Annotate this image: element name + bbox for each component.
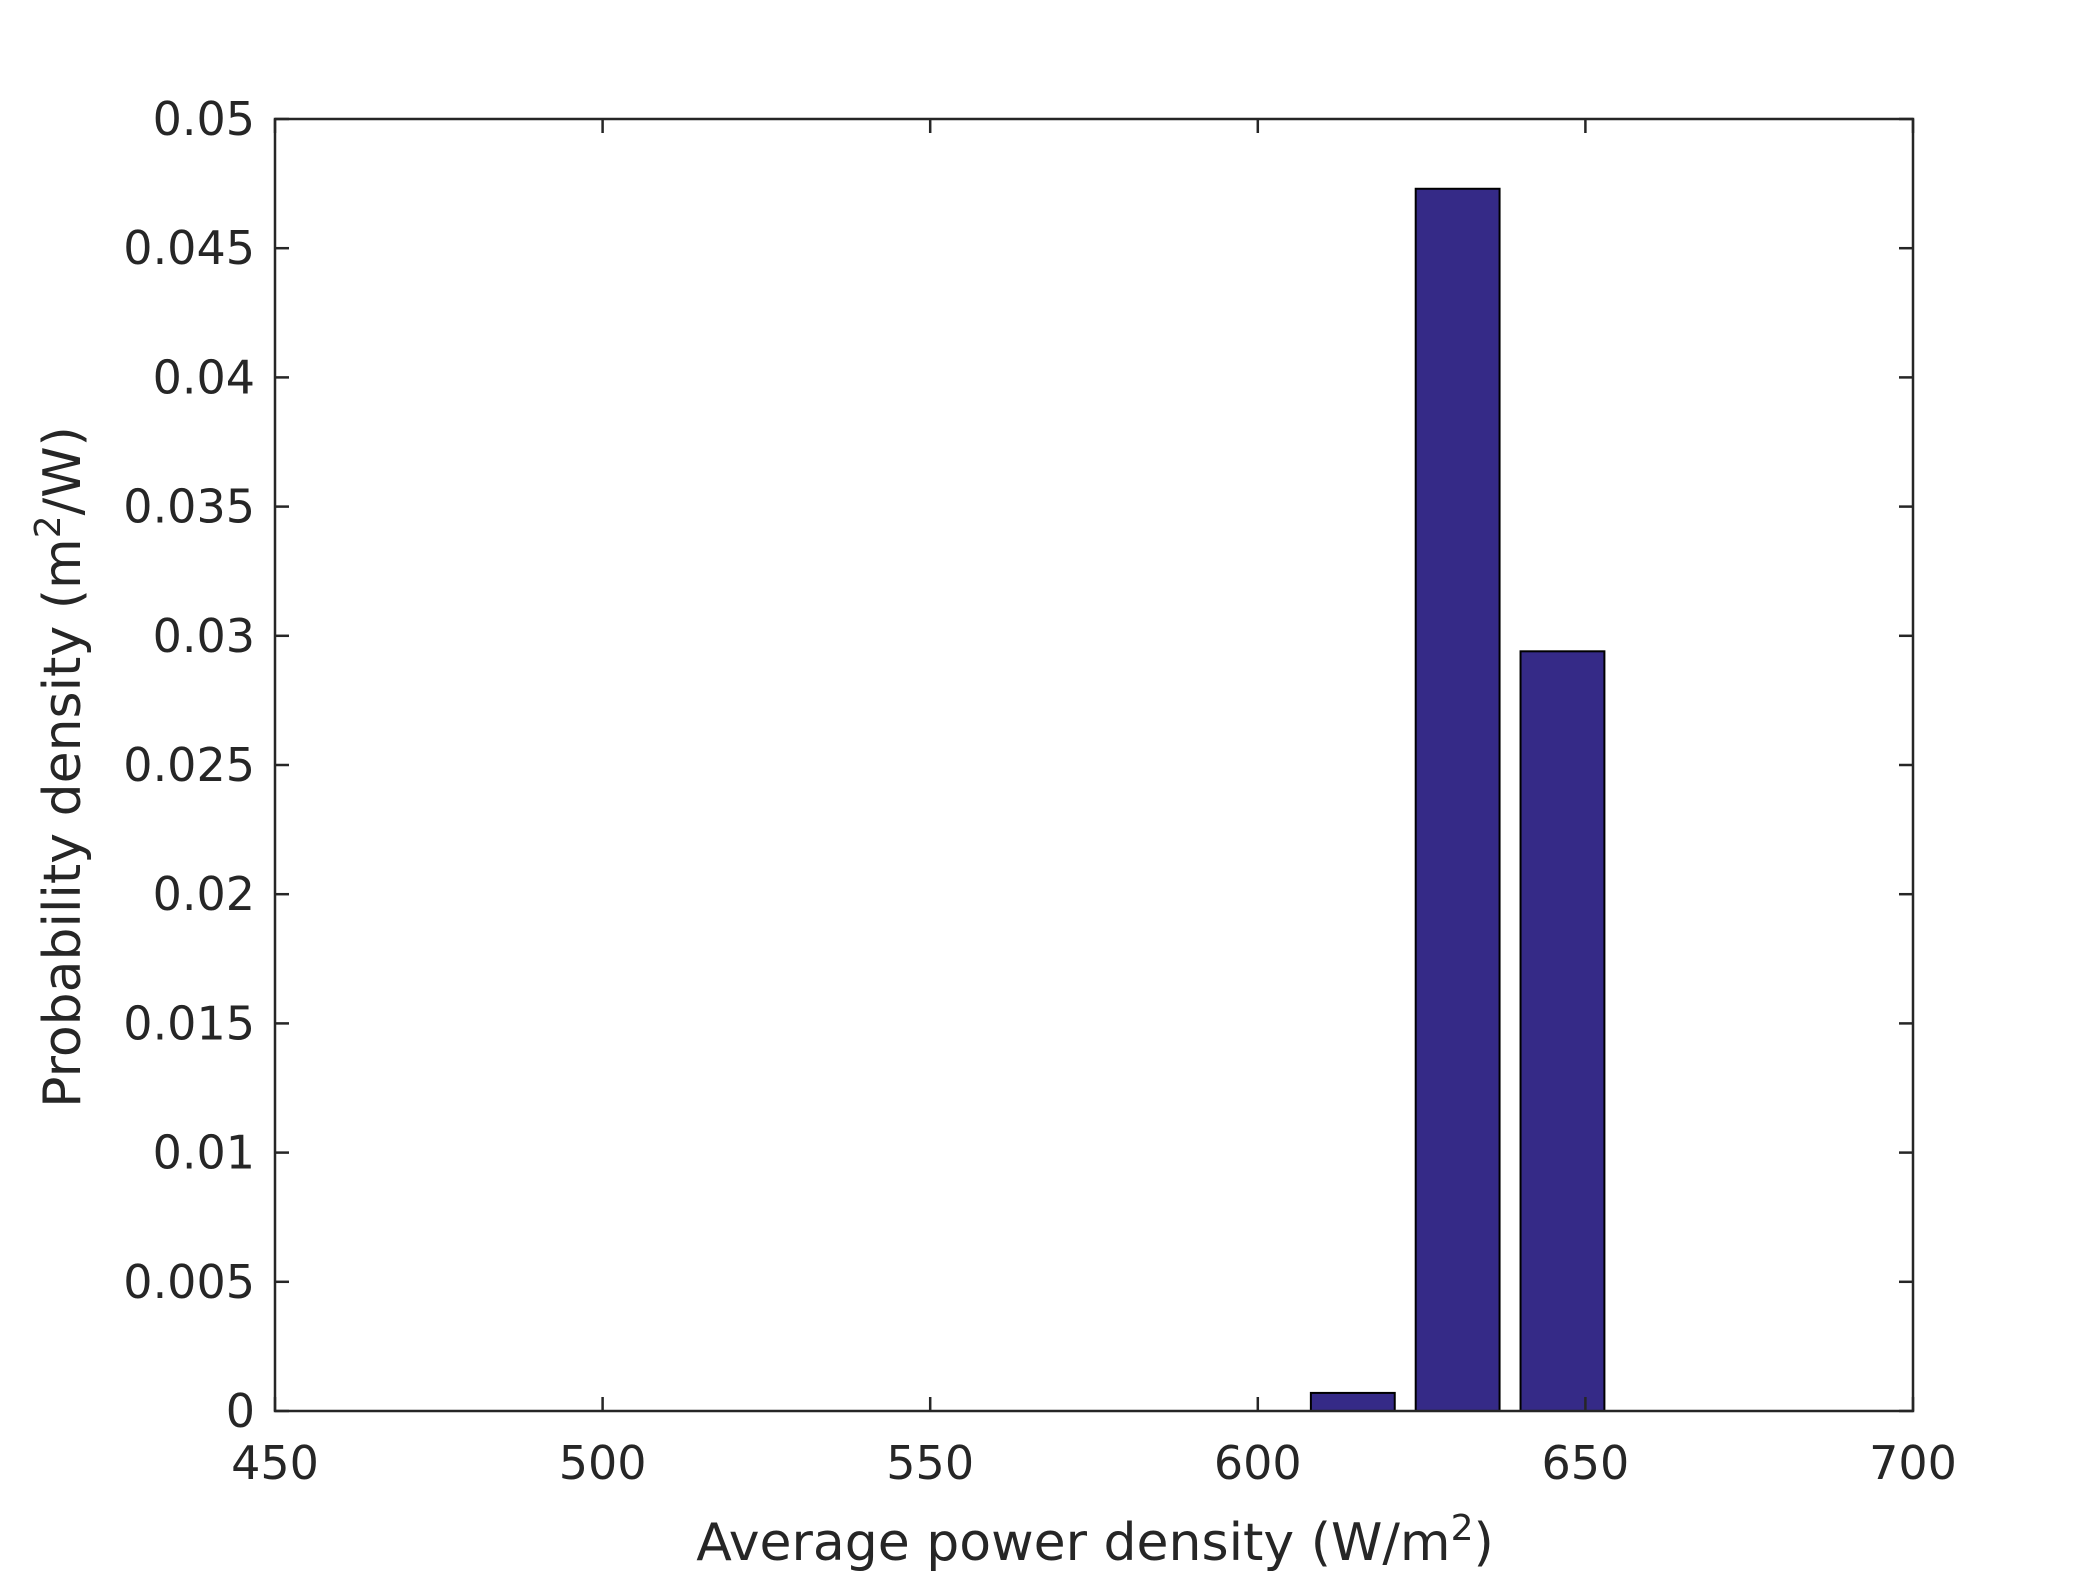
y-tick-label-2: 0.01 — [153, 1126, 255, 1180]
x-tick-label-4: 650 — [1541, 1436, 1629, 1490]
plot-frame — [273, 117, 1915, 1413]
y-tick-label-7: 0.035 — [123, 480, 255, 534]
x-tick-label-1: 500 — [559, 1436, 647, 1490]
ticks-layer — [273, 117, 1915, 1413]
y-tick-label-8: 0.04 — [153, 350, 255, 404]
bars-layer — [1309, 187, 1606, 1413]
bar-1 — [1309, 1391, 1396, 1412]
x-tick-label-5: 700 — [1869, 1436, 1957, 1490]
y-tick-label-4: 0.02 — [153, 867, 255, 921]
y-tick-label-6: 0.03 — [153, 609, 255, 663]
y-tick-label-9: 0.045 — [123, 221, 255, 275]
y-axis-label-suffix: /W) — [33, 426, 93, 515]
y-axis-label-sup: 2 — [28, 515, 69, 538]
y-tick-label-10: 0.05 — [153, 92, 255, 146]
bar-2 — [1414, 187, 1501, 1413]
x-axis-label-suffix: ) — [1474, 1513, 1494, 1573]
y-tick-label-1: 0.005 — [123, 1255, 255, 1309]
tick-labels-layer: 450 500 550 600 650 700 0 0.005 0.01 0.015 0.02 0.0… — [123, 92, 1957, 1490]
y-tick-label-3: 0.015 — [123, 996, 255, 1050]
y-tick-label-0: 0 — [226, 1384, 255, 1438]
x-axis-label: Average power density (W/m2) — [696, 1508, 1494, 1573]
x-tick-label-2: 550 — [886, 1436, 974, 1490]
x-axis-label-main: Average power density (W/m — [696, 1513, 1450, 1573]
x-axis-label-sup: 2 — [1451, 1508, 1474, 1549]
bar-3 — [1519, 650, 1606, 1412]
y-axis-label-main: Probability density (m — [33, 538, 93, 1108]
y-axis-label: Probability density (m2/W) — [28, 426, 93, 1108]
x-tick-label-3: 600 — [1214, 1436, 1302, 1490]
x-tick-label-0: 450 — [231, 1436, 319, 1490]
y-tick-label-5: 0.025 — [123, 738, 255, 792]
